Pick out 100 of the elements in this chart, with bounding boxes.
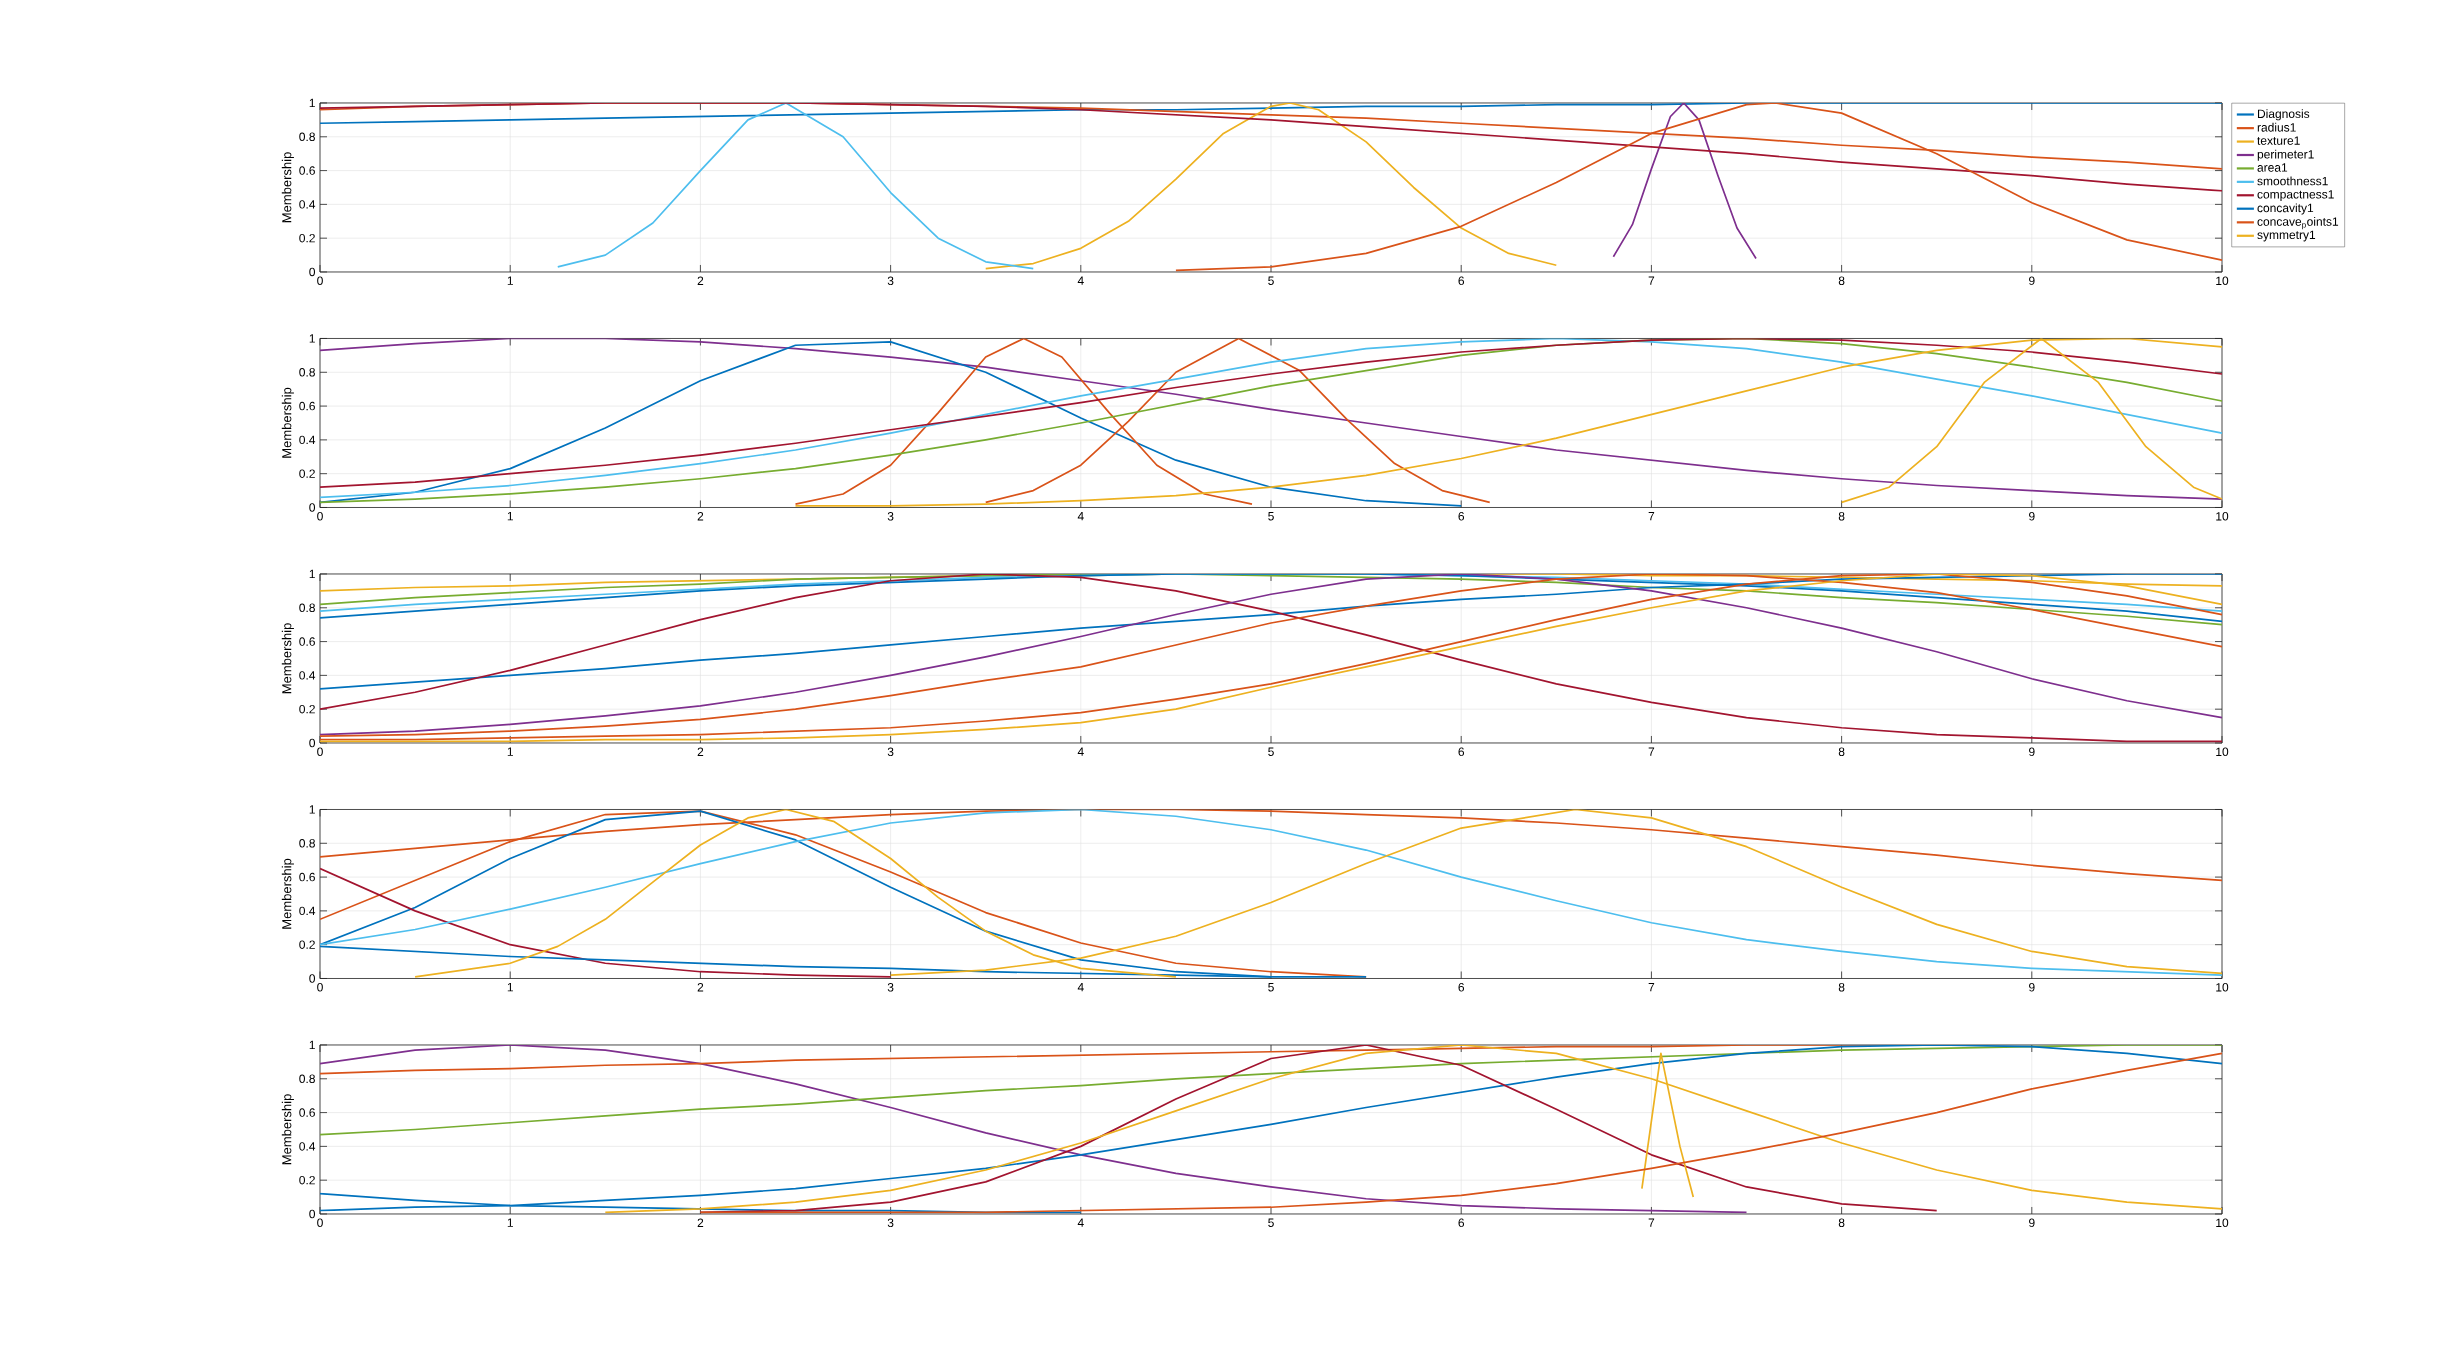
y-tick-label: 1 — [309, 805, 315, 814]
y-tick-label: 0.2 — [299, 233, 315, 243]
y-axis-title: Membership — [281, 1094, 294, 1165]
y-tick-label: 0.2 — [299, 1175, 315, 1185]
y-axis-title: Membership — [281, 623, 294, 694]
y-tick-label: 0.6 — [299, 1108, 315, 1117]
x-tick-label: 9 — [2029, 983, 2035, 992]
y-axis-title: Membership — [281, 858, 294, 929]
y-tick-label: 0.4 — [299, 671, 316, 680]
x-tick-label: 1 — [507, 512, 513, 521]
y-tick-label: 1 — [309, 1040, 315, 1050]
x-tick-label: 10 — [2216, 983, 2229, 992]
x-tick-label: 7 — [1648, 983, 1655, 992]
x-tick-label: 3 — [887, 276, 894, 285]
x-tick-label: 7 — [1648, 276, 1655, 285]
legend-label: area1 — [2257, 163, 2288, 172]
x-tick-label: 2 — [697, 512, 704, 521]
x-tick-label: 1 — [507, 983, 513, 992]
x-tick-label: 6 — [1458, 512, 1465, 521]
x-tick-label: 6 — [1458, 747, 1465, 757]
x-tick-label: 3 — [887, 1218, 894, 1228]
x-tick-label: 6 — [1458, 276, 1465, 285]
x-tick-label: 10 — [2216, 512, 2229, 521]
legend-label: compactness1 — [2257, 190, 2334, 201]
x-tick-label: 9 — [2029, 512, 2035, 521]
y-tick-label: 0.2 — [299, 940, 315, 949]
y-tick-label: 0 — [309, 503, 316, 512]
x-tick-label: 8 — [1838, 276, 1845, 285]
y-tick-label: 0.2 — [299, 469, 315, 478]
y-tick-label: 0.4 — [299, 1142, 316, 1151]
y-tick-label: 0 — [309, 267, 316, 277]
y-axis-title: Membership — [281, 387, 294, 458]
y-tick-label: 0.2 — [299, 704, 315, 714]
legend-label: radius1 — [2257, 122, 2296, 132]
x-tick-label: 7 — [1648, 512, 1655, 521]
x-tick-label: 0 — [317, 276, 323, 285]
y-tick-label: 0.4 — [299, 906, 316, 916]
legend-label: concave$_{p}$oints1 — [2257, 217, 2339, 230]
y-tick-label: 1 — [309, 334, 315, 343]
y-tick-label: 0.8 — [299, 1074, 315, 1084]
y-tick-label: 0.6 — [299, 637, 315, 646]
x-tick-label: 9 — [2029, 276, 2035, 285]
x-tick-label: 2 — [697, 747, 704, 756]
x-tick-label: 4 — [1077, 512, 1084, 521]
y-tick-label: 0 — [309, 738, 316, 748]
x-tick-label: 3 — [887, 747, 894, 757]
x-tick-label: 8 — [1838, 747, 1845, 757]
x-tick-label: 5 — [1268, 512, 1274, 521]
x-tick-label: 3 — [887, 512, 894, 521]
legend-label: perimeter1 — [2257, 149, 2314, 161]
x-tick-label: 8 — [1838, 1218, 1845, 1228]
y-tick-label: 1 — [309, 569, 315, 579]
legend-label: texture1 — [2257, 136, 2300, 145]
y-tick-label: 0.8 — [299, 603, 315, 613]
x-tick-label: 10 — [2216, 276, 2229, 285]
x-tick-label: 7 — [1648, 747, 1655, 756]
y-tick-label: 0.6 — [299, 401, 315, 411]
y-tick-label: 0.4 — [299, 435, 316, 445]
x-tick-label: 5 — [1268, 983, 1274, 992]
y-tick-label: 0 — [309, 1209, 316, 1219]
y-tick-label: 0.8 — [299, 132, 315, 142]
y-tick-label: 0.6 — [299, 872, 315, 882]
x-tick-label: 2 — [697, 1218, 704, 1227]
x-tick-label: 0 — [317, 1218, 323, 1228]
x-tick-label: 8 — [1838, 983, 1845, 992]
x-tick-label: 4 — [1077, 1218, 1084, 1227]
x-tick-label: 5 — [1268, 276, 1274, 285]
y-tick-label: 0.8 — [299, 368, 315, 377]
y-tick-label: 0.4 — [299, 200, 316, 209]
x-tick-label: 10 — [2216, 747, 2229, 757]
x-tick-label: 0 — [317, 747, 323, 757]
x-tick-label: 7 — [1648, 1218, 1655, 1227]
x-tick-label: 4 — [1077, 983, 1084, 992]
x-tick-label: 1 — [507, 1218, 513, 1227]
x-tick-label: 2 — [697, 276, 704, 285]
x-tick-label: 4 — [1077, 747, 1084, 756]
x-tick-label: 6 — [1458, 983, 1465, 992]
x-tick-label: 0 — [317, 512, 323, 521]
x-tick-label: 1 — [507, 747, 513, 756]
x-tick-label: 3 — [887, 983, 894, 992]
x-tick-label: 5 — [1268, 747, 1274, 756]
x-tick-label: 8 — [1838, 512, 1845, 521]
legend-label: smoothness1 — [2257, 176, 2328, 186]
x-tick-label: 5 — [1268, 1218, 1274, 1227]
y-tick-label: 1 — [309, 98, 315, 108]
legend-label: symmetry1 — [2257, 230, 2316, 242]
y-tick-label: 0.8 — [299, 839, 315, 848]
x-tick-label: 4 — [1077, 276, 1084, 285]
x-tick-label: 1 — [507, 276, 513, 285]
y-tick-label: 0 — [309, 974, 316, 983]
x-tick-label: 9 — [2029, 747, 2035, 757]
x-tick-label: 2 — [697, 983, 704, 992]
x-tick-label: 0 — [317, 983, 323, 992]
legend-label: concavity1 — [2257, 203, 2314, 215]
x-tick-label: 9 — [2029, 1218, 2035, 1228]
x-tick-label: 10 — [2216, 1218, 2229, 1228]
legend-label: Diagnosis — [2257, 109, 2310, 121]
y-tick-label: 0.6 — [299, 166, 315, 175]
y-axis-title: Membership — [281, 152, 294, 223]
x-tick-label: 6 — [1458, 1218, 1465, 1228]
